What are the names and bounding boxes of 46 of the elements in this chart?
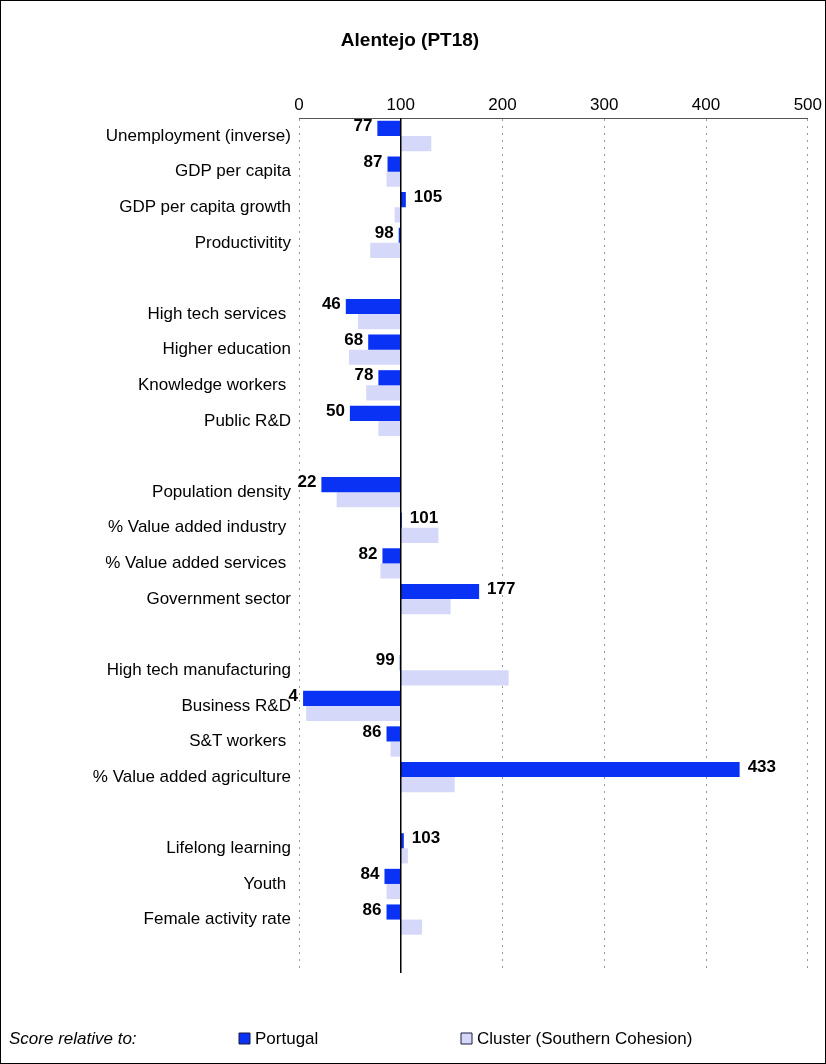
data-label: 77: [353, 116, 373, 136]
x-tick-label: 100: [386, 94, 415, 114]
y-tick-label: Higher education: [162, 339, 291, 359]
y-tick-label: Unemployment (inverse): [105, 125, 291, 145]
data-label: 46: [321, 294, 341, 314]
y-tick-label: GDP per capita growth: [119, 196, 291, 216]
data-label: 68: [344, 329, 364, 349]
data-label: 22: [297, 472, 317, 492]
y-tick-label: Population density: [152, 481, 292, 501]
y-tick-label: High tech services: [147, 303, 291, 323]
y-tick-label: Public R&D: [204, 410, 291, 430]
data-label: 86: [362, 721, 382, 741]
data-label: 101: [409, 507, 439, 527]
x-tick-label: 300: [590, 94, 619, 114]
data-label: 433: [747, 757, 777, 777]
y-tick-label: Lifelong learning: [166, 838, 291, 858]
data-label: 98: [374, 222, 394, 242]
data-label: 82: [358, 543, 378, 563]
data-label: 103: [411, 828, 441, 848]
x-tick-label: 0: [294, 94, 304, 114]
y-tick-label: Government sector: [146, 588, 292, 608]
y-tick-label: Knowledge workers: [137, 375, 291, 395]
y-tick-label: S&T workers: [189, 731, 291, 751]
y-tick-label: High tech manufacturing: [106, 659, 291, 679]
data-label: 50: [325, 401, 345, 421]
y-tick-label: Youth: [243, 873, 291, 893]
data-label: 87: [363, 151, 383, 171]
data-label: 177: [487, 579, 516, 599]
y-tick-label: % Value added agriculture: [92, 766, 291, 786]
legend-label: Portugal: [255, 1028, 319, 1048]
chart-title: Alentejo (PT18): [340, 28, 480, 50]
y-tick-label: % Value added industry: [107, 517, 291, 537]
x-tick-label: 200: [488, 94, 517, 114]
data-label: 86: [362, 899, 382, 919]
x-tick-label: 400: [691, 94, 721, 114]
y-tick-label: GDP per capita: [175, 161, 292, 181]
x-tick-label: 500: [793, 94, 823, 114]
legend-title: Score relative to:: [9, 1028, 137, 1048]
y-tick-label: Productivitity: [194, 232, 292, 252]
y-tick-label: Female activity rate: [143, 909, 291, 929]
data-label: 78: [354, 365, 374, 385]
data-label: 105: [413, 187, 443, 207]
y-tick-label: % Value added services: [105, 553, 291, 573]
data-label: 99: [375, 650, 395, 670]
legend-label: Cluster (Southern Cohesion): [477, 1028, 693, 1048]
data-label: 84: [360, 864, 381, 884]
